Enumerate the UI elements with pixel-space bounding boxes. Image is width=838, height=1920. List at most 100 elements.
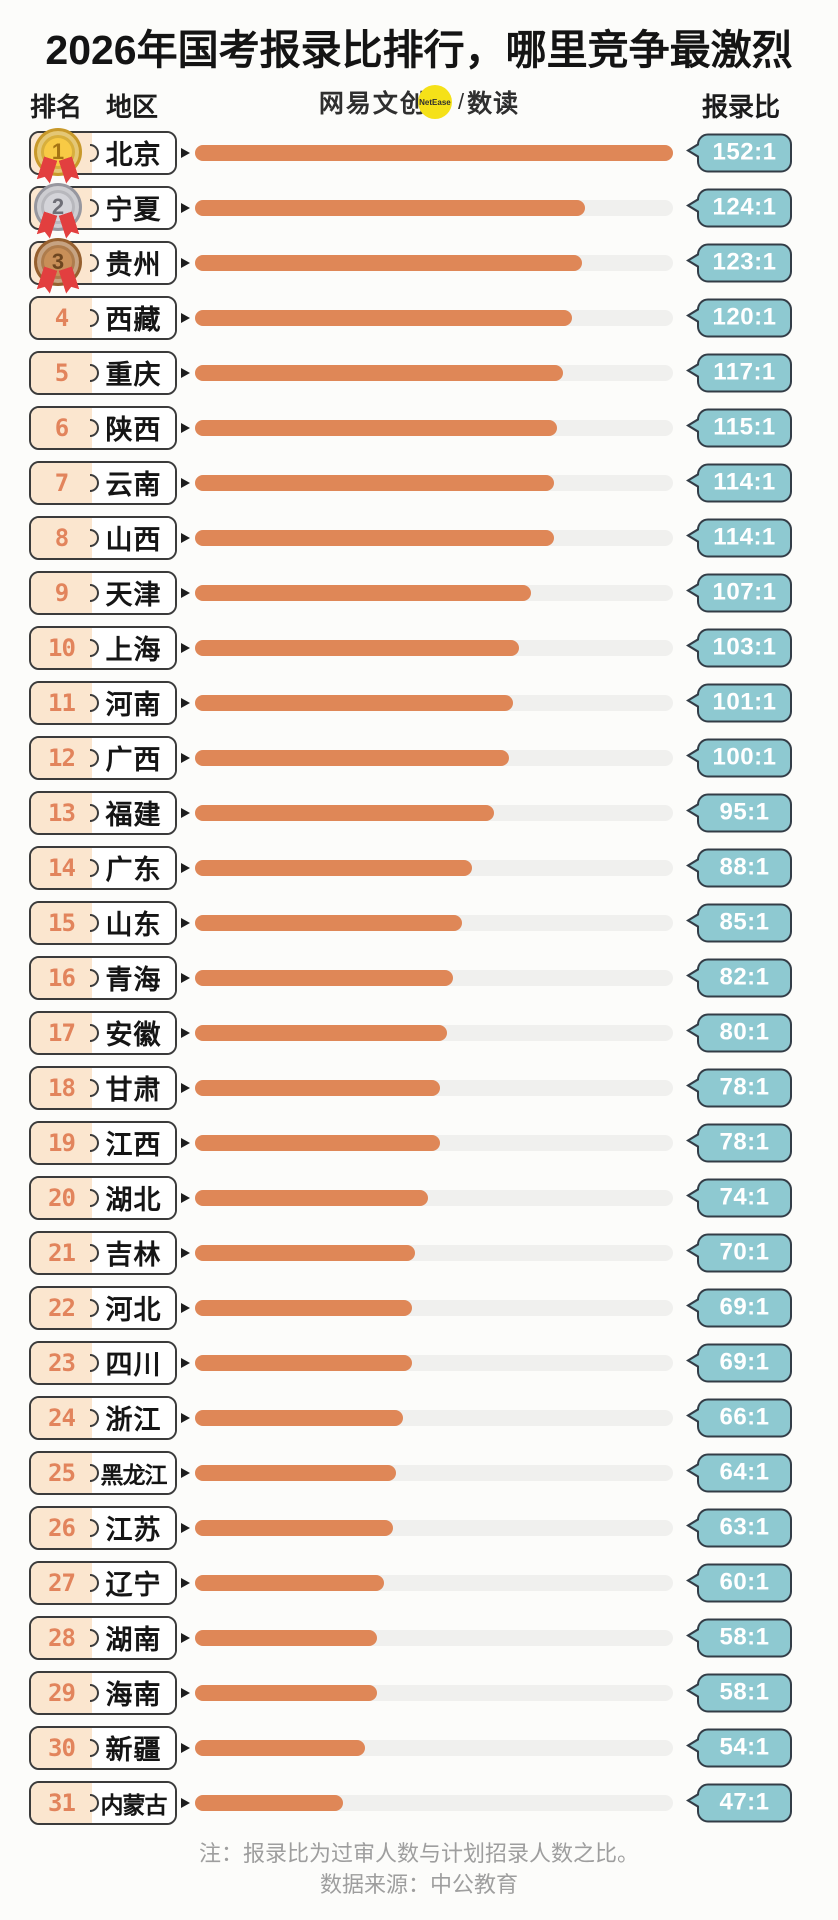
region-cell: 内蒙古	[90, 1782, 175, 1823]
bar-track	[195, 309, 673, 326]
rank-number: 24	[48, 1403, 76, 1432]
ratio-value: 124:1	[712, 193, 777, 221]
ratio-bubble: 100:1	[697, 738, 792, 778]
table-row: 22 河北 69:1	[0, 1280, 838, 1335]
region-label: 江西	[105, 1130, 162, 1161]
rank-cell: 22	[31, 1287, 92, 1328]
region-cell: 贵州	[90, 242, 175, 283]
rank-number: 9	[54, 578, 69, 607]
region-label: 辽宁	[105, 1570, 162, 1601]
rank-region-box: 26 江苏	[29, 1505, 177, 1550]
pointer-arrow-icon	[181, 752, 190, 763]
divider-notch	[90, 913, 99, 932]
ratio-bubble: 70:1	[697, 1233, 792, 1273]
bar-track	[195, 1574, 673, 1591]
ratio-value: 78:1	[719, 1128, 770, 1156]
table-row: 28 湖南 58:1	[0, 1610, 838, 1665]
region-cell: 湖北	[90, 1177, 175, 1218]
divider-notch	[90, 1683, 99, 1702]
bar-fill	[195, 639, 519, 656]
table-row: 6 陕西 115:1	[0, 400, 838, 455]
pointer-arrow-icon	[181, 1522, 190, 1533]
table-row: 11 河南 101:1	[0, 675, 838, 730]
region-label: 海南	[105, 1680, 162, 1711]
region-cell: 湖南	[90, 1617, 175, 1658]
column-header-ratio: 报录比	[702, 92, 781, 123]
pointer-arrow-icon	[181, 917, 190, 928]
rank-number: 7	[54, 468, 69, 497]
rank-region-box: 18 甘肃	[29, 1065, 177, 1110]
ratio-bubble: 103:1	[697, 628, 792, 668]
pointer-arrow-icon	[181, 642, 190, 653]
rank-region-box: 8 山西	[29, 515, 177, 560]
ranking-list: 1 北京 152:1 1 2 宁夏	[0, 125, 838, 1830]
ratio-value: 70:1	[719, 1238, 770, 1266]
region-label: 河北	[105, 1295, 162, 1326]
rank-region-box: 9 天津	[29, 570, 177, 615]
rank-cell: 30	[31, 1727, 92, 1768]
region-label: 山东	[105, 910, 162, 941]
rank-region-box: 6 陕西	[29, 405, 177, 450]
pointer-arrow-icon	[181, 587, 190, 598]
divider-notch	[90, 1738, 99, 1757]
region-label: 河南	[105, 690, 162, 721]
rank-cell: 27	[31, 1562, 92, 1603]
pointer-arrow-icon	[181, 202, 190, 213]
region-label: 陕西	[105, 415, 162, 446]
divider-notch	[90, 1463, 99, 1482]
bar-track	[195, 1024, 673, 1041]
rank-number: 18	[48, 1073, 76, 1102]
region-label: 湖南	[105, 1625, 162, 1656]
bar-fill	[195, 1079, 441, 1096]
rank-cell: 24	[31, 1397, 92, 1438]
ratio-value: 152:1	[712, 138, 777, 166]
logo-brand-text: 网易文创	[318, 90, 427, 119]
ratio-bubble: 78:1	[697, 1123, 792, 1163]
rank-cell: 11	[31, 682, 92, 723]
rank-cell: 5	[31, 352, 92, 393]
medal-rank-number: 2	[51, 194, 65, 220]
divider-notch	[90, 143, 99, 162]
table-row: 5 重庆 117:1	[0, 345, 838, 400]
divider-notch	[90, 473, 99, 492]
rank-number: 19	[48, 1128, 76, 1157]
ratio-value: 103:1	[712, 633, 777, 661]
ratio-value: 69:1	[719, 1293, 770, 1321]
ratio-value: 78:1	[719, 1073, 770, 1101]
divider-notch	[90, 1188, 99, 1207]
ratio-bubble: 60:1	[697, 1563, 792, 1603]
column-header-row: 排名 地区 网易文创 NetEase / 数读 报录比	[0, 85, 838, 122]
bar-track	[195, 1739, 673, 1756]
bar-fill	[195, 1739, 365, 1756]
bar-fill	[195, 1574, 384, 1591]
rank-cell: 10	[31, 627, 92, 668]
region-cell: 甘肃	[90, 1067, 175, 1108]
table-row: 14 广东 88:1	[0, 840, 838, 895]
pointer-arrow-icon	[181, 312, 190, 323]
source-text: 数据来源：中公教育	[319, 1872, 518, 1898]
bar-fill	[195, 529, 554, 546]
ratio-value: 114:1	[713, 468, 776, 496]
rank-number: 29	[48, 1678, 76, 1707]
region-label: 宁夏	[105, 195, 162, 226]
region-label: 甘肃	[105, 1075, 162, 1106]
bar-track	[195, 1684, 673, 1701]
rank-cell: 13	[31, 792, 92, 833]
region-cell: 吉林	[90, 1232, 175, 1273]
rank-number: 25	[48, 1458, 76, 1487]
page-title: 2026年国考报录比排行，哪里竞争最激烈	[45, 27, 793, 73]
divider-notch	[90, 1518, 99, 1537]
ratio-value: 123:1	[712, 248, 777, 276]
bar-fill	[195, 364, 563, 381]
divider-notch	[90, 1628, 99, 1647]
table-row: 25 黑龙江 64:1	[0, 1445, 838, 1500]
ratio-value: 64:1	[719, 1458, 770, 1486]
region-cell: 广东	[90, 847, 175, 888]
divider-notch	[90, 308, 99, 327]
bar-track	[195, 1189, 673, 1206]
bronze-medal-icon: 3	[34, 238, 82, 287]
divider-notch	[90, 748, 99, 767]
region-label: 吉林	[105, 1240, 162, 1271]
pointer-arrow-icon	[181, 1632, 190, 1643]
